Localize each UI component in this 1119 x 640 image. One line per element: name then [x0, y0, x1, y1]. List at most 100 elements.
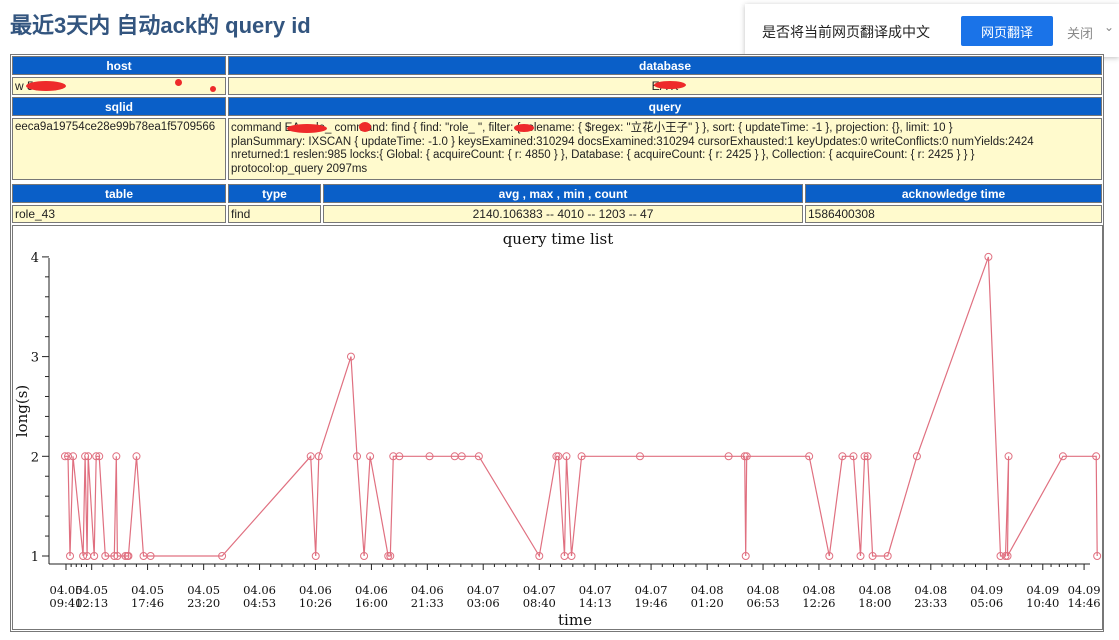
data-point: [1058, 452, 1067, 461]
data-point: [366, 452, 375, 461]
redaction-mark: [26, 81, 66, 91]
y-axis-label: long(s): [13, 385, 31, 438]
data-point: [1001, 552, 1010, 560]
x-tick-label-time: 09:40: [49, 596, 82, 610]
data-point: [124, 552, 133, 560]
data-point: [1093, 552, 1102, 560]
sqlid-value: eeca9a19754ce28e99b78ea1f5709566: [12, 118, 226, 180]
x-tick-label-date: 04.07: [579, 583, 612, 597]
x-tick-label-date: 04.05: [75, 583, 108, 597]
database-value: EA K: [228, 77, 1102, 95]
stats-header: avg , max , min , count: [323, 184, 803, 203]
x-tick-label-date: 04.08: [858, 583, 891, 597]
data-point: [805, 452, 814, 461]
table-header: table: [12, 184, 226, 203]
x-tick-label-date: 04.07: [635, 583, 668, 597]
database-header: database: [228, 56, 1102, 75]
data-point: [60, 452, 69, 461]
data-point: [860, 452, 869, 461]
chevron-down-icon[interactable]: ⌄: [1104, 20, 1115, 34]
data-point: [425, 452, 434, 461]
x-tick-label-time: 08:40: [523, 596, 556, 610]
data-point: [314, 452, 323, 461]
query-line: command EA .role_ command: find { find: …: [231, 122, 953, 134]
x-tick-label-time: 23:20: [187, 596, 220, 610]
redaction-mark: [359, 122, 371, 132]
ack-time-value: 1586400308: [805, 205, 1102, 223]
x-tick-label-time: 17:46: [131, 596, 164, 610]
close-translate-button[interactable]: 关闭: [1067, 27, 1094, 42]
data-point: [825, 552, 834, 560]
data-point: [346, 352, 355, 361]
data-point: [79, 552, 88, 560]
query-time-chart: query time list 1 2 3 4 long(s) 04.05 09:40 04.0…: [12, 225, 1103, 630]
y-tick-label: 3: [31, 351, 39, 366]
ack-time-header: acknowledge time: [805, 184, 1102, 203]
data-point: [218, 552, 227, 560]
data-point: [69, 452, 78, 461]
x-tick-label-date: 04.08: [914, 583, 947, 597]
x-tick-label-date: 04.09: [1068, 583, 1101, 597]
x-tick-label-time: 10:26: [299, 596, 332, 610]
x-tick-label-time: 19:46: [634, 596, 667, 610]
data-point: [724, 452, 733, 461]
x-tick-label-time: 12:13: [75, 596, 108, 610]
y-tick-label: 4: [31, 251, 39, 266]
x-tick-label-time: 14:46: [1067, 596, 1100, 610]
data-point: [112, 452, 121, 461]
x-tick-label-time: 16:00: [355, 596, 388, 610]
x-tick-label-date: 04.06: [355, 583, 388, 597]
data-point: [554, 452, 563, 461]
x-tick-label-date: 04.05: [131, 583, 164, 597]
query-line: planSummary: IXSCAN { updateTime: -1.0 }…: [231, 135, 1034, 148]
data-point: [386, 552, 395, 560]
data-point: [535, 552, 544, 560]
data-point: [95, 452, 104, 461]
data-point: [856, 552, 865, 560]
data-point: [146, 552, 155, 560]
query-header: query: [228, 97, 1102, 116]
data-point: [838, 452, 847, 461]
chart-canvas: query time list1234long(s)04.0509:4004.0…: [13, 230, 1102, 629]
x-tick-label-date: 04.08: [691, 583, 724, 597]
x-tick-label-time: 03:06: [467, 596, 500, 610]
x-tick-label-date: 04.06: [411, 583, 444, 597]
redaction-mark: [654, 81, 686, 89]
data-point: [742, 452, 751, 461]
data-point: [562, 452, 571, 461]
query-line: nreturned:1 reslen:985 locks:{ Global: {…: [231, 149, 975, 161]
data-point: [113, 552, 122, 560]
host-value: w 5: [12, 77, 226, 95]
sqlid-header: sqlid: [12, 97, 226, 116]
x-tick-label-date: 04.08: [747, 583, 780, 597]
query-line: protocol:op_query 2097ms: [231, 162, 368, 175]
redaction-mark: [210, 86, 216, 92]
data-point: [110, 552, 119, 560]
data-point: [552, 452, 561, 461]
data-point: [577, 452, 586, 461]
data-point: [101, 552, 110, 560]
host-header: host: [12, 56, 226, 75]
data-point: [912, 452, 921, 461]
data-point: [567, 552, 576, 560]
data-point: [1092, 452, 1101, 461]
x-tick-label-date: 04.06: [299, 583, 332, 597]
translate-button[interactable]: 网页翻译: [961, 16, 1053, 46]
type-value: find: [228, 205, 321, 223]
data-point: [849, 452, 858, 461]
x-tick-label-time: 06:53: [746, 596, 779, 610]
data-point: [1004, 452, 1013, 461]
x-tick-label-date: 04.09: [1026, 583, 1059, 597]
data-point: [1003, 552, 1012, 560]
data-point: [740, 452, 749, 461]
x-tick-label-date: 04.05: [50, 583, 83, 597]
x-tick-label-time: 18:00: [858, 596, 891, 610]
stats-value: 2140.106383 -- 4010 -- 1203 -- 47: [323, 205, 803, 223]
data-point: [741, 552, 750, 560]
table-value: role_43: [12, 205, 226, 223]
series-line: [65, 256, 1098, 558]
x-tick-label-time: 14:13: [579, 596, 612, 610]
data-point: [883, 552, 892, 560]
x-tick-label-time: 05:06: [970, 596, 1003, 610]
x-tick-label-date: 04.07: [523, 583, 556, 597]
